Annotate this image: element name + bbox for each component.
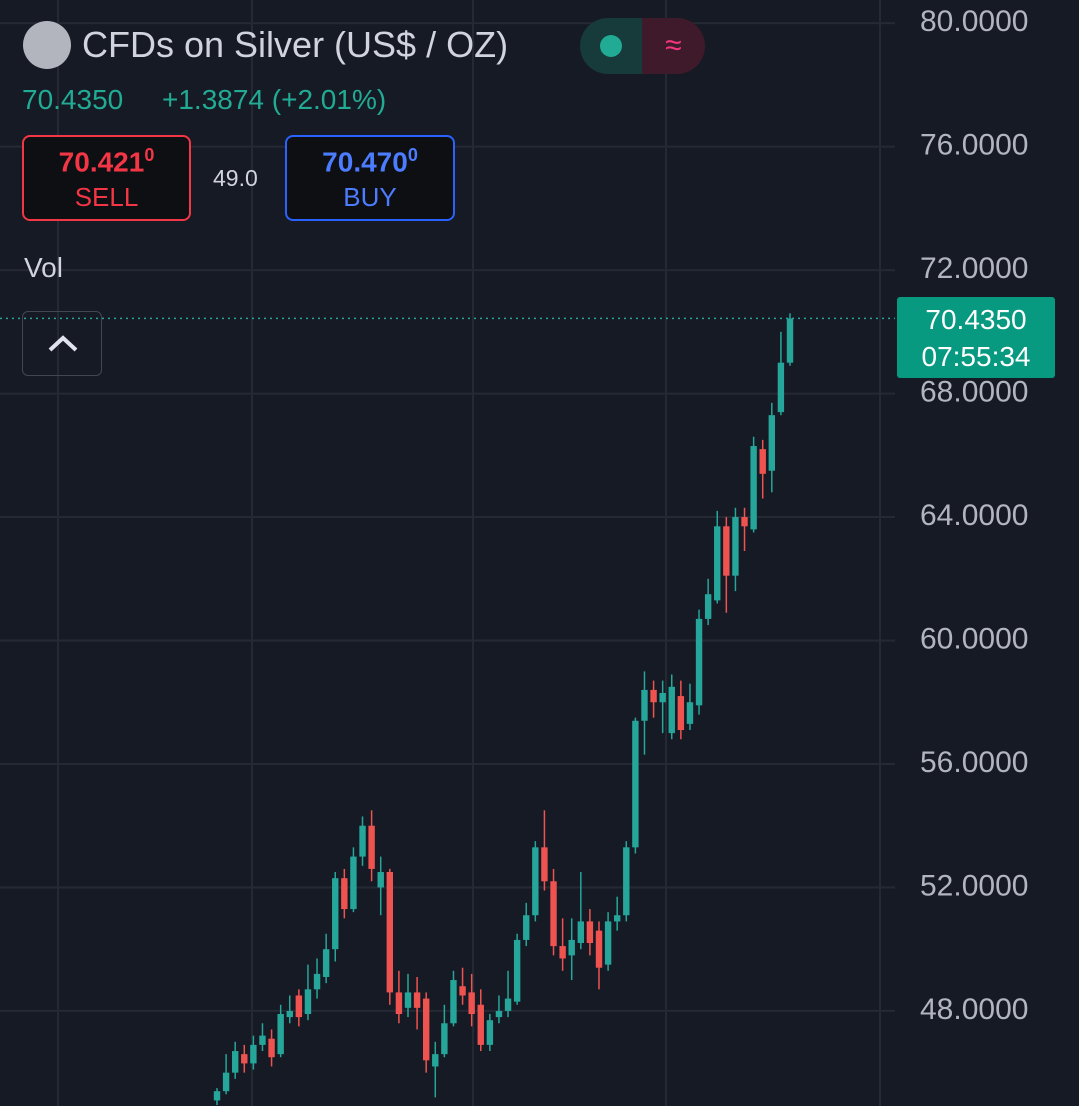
chevron bbox=[48, 335, 78, 352]
candle-body bbox=[577, 921, 585, 944]
buy-pip: 0 bbox=[407, 145, 418, 165]
candle-body bbox=[604, 921, 612, 965]
candle-body bbox=[750, 446, 757, 530]
candle-body bbox=[259, 1035, 266, 1045]
candle-body bbox=[623, 847, 630, 916]
last-price: 70.4350 bbox=[22, 84, 124, 115]
candle-body bbox=[395, 992, 403, 1015]
y-tick-label: 52.0000 bbox=[920, 869, 1028, 902]
candle-body bbox=[459, 986, 466, 996]
symbol-title[interactable]: CFDs on Silver (US$ / OZ) bbox=[82, 24, 509, 65]
y-tick-label: 56.0000 bbox=[920, 746, 1028, 779]
candle-body bbox=[732, 517, 739, 576]
candle-body bbox=[759, 449, 766, 474]
candle-body bbox=[723, 526, 730, 576]
candle-body bbox=[523, 915, 530, 940]
y-tick-label: 80.0000 bbox=[920, 5, 1028, 38]
y-tick-label: 76.0000 bbox=[920, 129, 1028, 162]
market-status[interactable]: ≈ bbox=[580, 18, 705, 74]
candle-body bbox=[441, 1023, 448, 1055]
candle-body bbox=[659, 692, 666, 703]
candle-body bbox=[468, 992, 475, 1015]
candle-body bbox=[477, 1004, 484, 1045]
y-tick-label: 64.0000 bbox=[920, 499, 1028, 532]
candle-body bbox=[668, 686, 675, 734]
candle-body bbox=[450, 980, 457, 1024]
candle-body bbox=[295, 995, 303, 1018]
candle-body bbox=[322, 949, 330, 977]
candle-body bbox=[432, 1054, 439, 1067]
price-tag-value: 70.4350 bbox=[925, 304, 1027, 335]
spread: 49.0 bbox=[213, 165, 258, 191]
candle-body bbox=[741, 517, 748, 527]
candle-body bbox=[641, 689, 648, 721]
candle-body bbox=[513, 939, 521, 1002]
symbol-icon bbox=[23, 21, 71, 69]
candle-body bbox=[213, 1091, 221, 1101]
sell-label: SELL bbox=[74, 182, 139, 213]
y-tick-label: 48.0000 bbox=[920, 993, 1028, 1026]
candle-body bbox=[341, 878, 348, 910]
candle-body bbox=[541, 847, 548, 882]
candle-body bbox=[532, 847, 539, 916]
sell-pip: 0 bbox=[144, 145, 155, 165]
candle-body bbox=[613, 915, 621, 922]
candle-body bbox=[786, 318, 794, 363]
candle-body bbox=[241, 1054, 248, 1064]
candle-body bbox=[422, 998, 430, 1061]
candle-body bbox=[714, 526, 721, 601]
collapse-button[interactable] bbox=[22, 311, 102, 376]
candle-body bbox=[595, 930, 603, 968]
candle-body bbox=[568, 939, 575, 956]
candle-body bbox=[704, 594, 712, 619]
candle-body bbox=[495, 1010, 503, 1018]
status-icon: ≈ bbox=[642, 18, 705, 74]
y-tick-label: 60.0000 bbox=[920, 622, 1028, 655]
volume-label[interactable]: Vol bbox=[24, 252, 63, 283]
y-tick-label: 72.0000 bbox=[920, 252, 1028, 285]
price-change: +1.3874 (+2.01%) bbox=[162, 84, 387, 115]
candle-body bbox=[231, 1051, 239, 1073]
candle-body bbox=[359, 825, 366, 857]
buy-label: BUY bbox=[343, 182, 397, 213]
y-tick-label: 68.0000 bbox=[920, 375, 1028, 408]
candle-body bbox=[768, 415, 776, 471]
candle-body bbox=[650, 689, 657, 703]
buy-price: 70.470 bbox=[322, 146, 408, 178]
candle-body bbox=[286, 1010, 293, 1018]
candle-body bbox=[277, 1014, 284, 1055]
candle-body bbox=[550, 881, 557, 947]
candle-body bbox=[332, 878, 339, 950]
candle-body bbox=[695, 618, 703, 706]
candle-body bbox=[304, 989, 312, 1015]
candle-body bbox=[386, 872, 394, 993]
candle-body bbox=[504, 998, 512, 1011]
sell-button[interactable]: 70.4210 SELL bbox=[22, 135, 191, 221]
candle-body bbox=[777, 362, 785, 413]
candle-body bbox=[486, 1020, 494, 1045]
candle-body bbox=[677, 696, 685, 731]
candle-body bbox=[559, 946, 566, 959]
countdown: 07:55:34 bbox=[921, 341, 1031, 372]
candle-body bbox=[377, 872, 384, 888]
sell-price: 70.421 bbox=[58, 146, 145, 178]
candle-body bbox=[368, 825, 375, 869]
candle-body bbox=[222, 1072, 230, 1092]
candle-body bbox=[413, 992, 421, 1008]
status-open bbox=[580, 18, 642, 74]
candle-body bbox=[686, 702, 694, 724]
candle-body bbox=[586, 921, 594, 944]
candle-body bbox=[313, 973, 321, 990]
buy-button[interactable]: 70.4700 BUY bbox=[285, 135, 455, 221]
candle-body bbox=[250, 1044, 257, 1064]
candle-body bbox=[268, 1038, 275, 1058]
price-tag: 70.4350 07:55:34 bbox=[897, 297, 1055, 378]
candle-body bbox=[350, 856, 357, 910]
candle-body bbox=[404, 992, 412, 1008]
candle-body bbox=[632, 720, 639, 848]
